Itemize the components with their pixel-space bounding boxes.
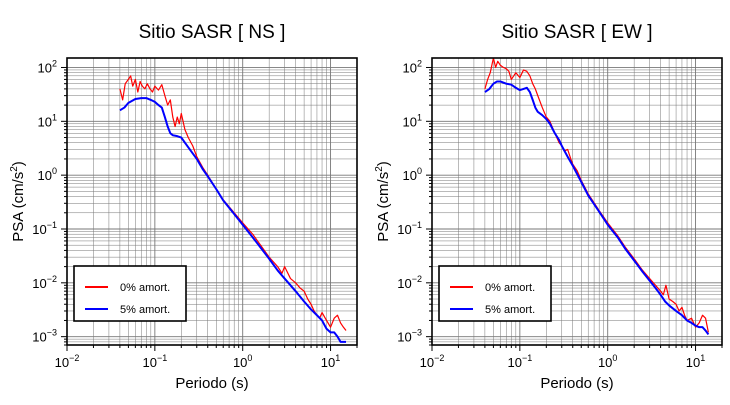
y-tick-label: 10−1 bbox=[397, 220, 422, 237]
x-axis-label: Periodo (s) bbox=[540, 375, 613, 392]
y-tick-label: 102 bbox=[38, 58, 57, 75]
x-tick-label: 10−1 bbox=[142, 353, 167, 370]
y-tick-label: 10−3 bbox=[32, 328, 57, 345]
series-line-blue bbox=[484, 80, 710, 336]
grid bbox=[67, 58, 357, 345]
series-line-red bbox=[484, 58, 709, 333]
y-tick-label: 101 bbox=[403, 112, 422, 129]
y-tick-label: 10−3 bbox=[397, 328, 422, 345]
y-tick-label: 10−2 bbox=[32, 274, 57, 291]
y-axis-label: PSA (cm/s2) bbox=[9, 161, 27, 242]
legend-box bbox=[438, 265, 552, 322]
x-axis-label: Periodo (s) bbox=[175, 375, 248, 392]
legend: 0% amort. 5% amort. bbox=[438, 265, 552, 322]
chart-title: Sitio SASR [ NS ] bbox=[139, 22, 286, 43]
y-tick-label: 100 bbox=[38, 166, 57, 183]
y-tick-label: 100 bbox=[403, 166, 422, 183]
legend-label: 0% amort. bbox=[120, 282, 170, 294]
legend-box bbox=[73, 265, 187, 322]
x-tick-label: 101 bbox=[321, 353, 340, 370]
y-tick-label: 101 bbox=[38, 112, 57, 129]
grid bbox=[432, 58, 722, 345]
x-tick-label: 100 bbox=[598, 353, 617, 370]
chart-panel-1: 10−2 10−1 100 101 10−3 10−2 10−1 100 101 102 Sitio… bbox=[9, 22, 358, 392]
chart-panel-2: 10−2 10−1 100 101 10−3 10−2 10−1 100 101 102 Sitio… bbox=[374, 22, 723, 392]
legend-label: 5% amort. bbox=[120, 304, 170, 316]
x-tick-label: 10−1 bbox=[507, 353, 532, 370]
plot-frame bbox=[66, 57, 358, 346]
chart-title: Sitio SASR [ EW ] bbox=[502, 22, 653, 43]
legend-label: 0% amort. bbox=[485, 282, 535, 294]
y-tick-label: 102 bbox=[403, 58, 422, 75]
x-tick-label: 100 bbox=[233, 353, 252, 370]
x-tick-label: 10−2 bbox=[55, 353, 80, 370]
y-tick-label: 10−2 bbox=[397, 274, 422, 291]
plot-frame bbox=[431, 57, 723, 346]
x-tick-label: 10−2 bbox=[420, 353, 445, 370]
y-tick-label: 10−1 bbox=[32, 220, 57, 237]
legend: 0% amort. 5% amort. bbox=[73, 265, 187, 322]
y-axis-label: PSA (cm/s2) bbox=[374, 161, 392, 242]
x-tick-label: 101 bbox=[686, 353, 705, 370]
legend-label: 5% amort. bbox=[485, 304, 535, 316]
series-line-blue bbox=[119, 97, 347, 343]
